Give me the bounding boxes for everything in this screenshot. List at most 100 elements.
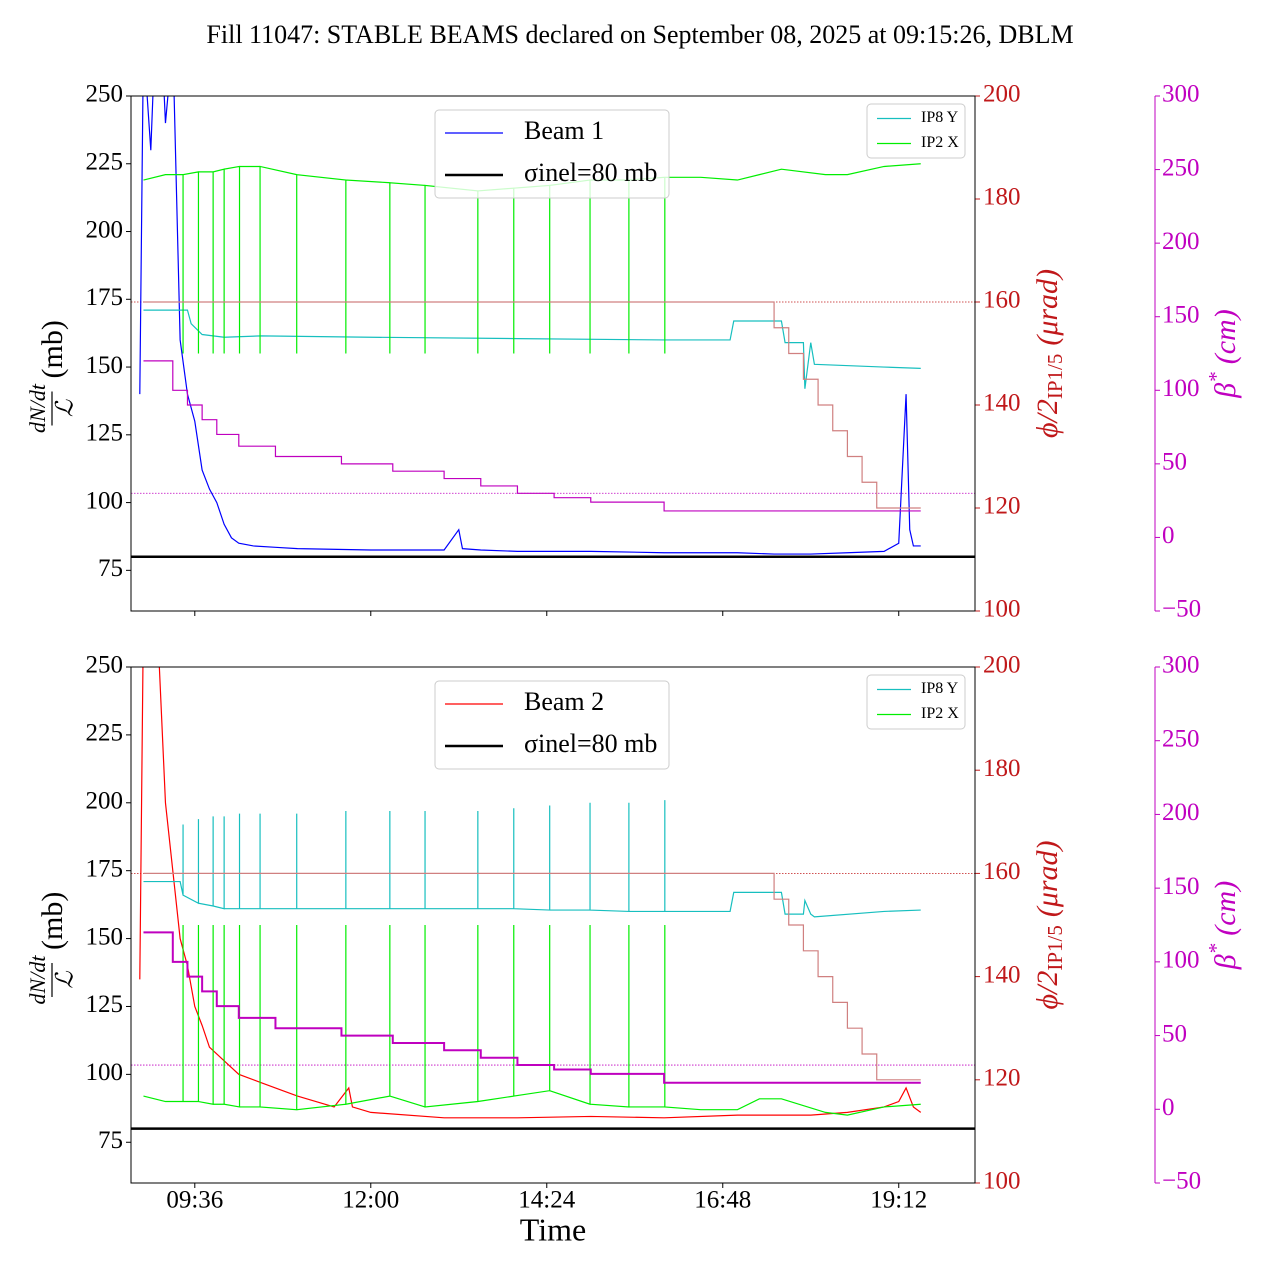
legend-label: Beam 2 xyxy=(524,687,604,716)
series-line xyxy=(143,925,921,1116)
chart-title: Fill 11047: STABLE BEAMS declared on Sep… xyxy=(206,20,1073,49)
y2-tick-label: 100 xyxy=(983,1168,1021,1195)
x-tick-label: 12:00 xyxy=(342,1187,399,1214)
legend-label: IP8 Y xyxy=(921,680,959,697)
y3-tick-label: 0 xyxy=(1162,522,1175,549)
y3-label-unit: (cm) xyxy=(1209,309,1242,364)
x-tick-label: 14:24 xyxy=(518,1187,575,1214)
legend-label: IP8 Y xyxy=(921,109,959,126)
plot-area xyxy=(131,96,975,559)
y2-tick-label: 200 xyxy=(983,652,1021,679)
y2-label-symbol: ϕ/2 xyxy=(1031,399,1064,438)
y2-axis-label: ϕ/2IP1/5 (μrad) xyxy=(1031,269,1067,438)
series-line xyxy=(143,309,921,389)
y3-tick-label: 250 xyxy=(1162,154,1200,181)
y2-label-symbol: ϕ/2 xyxy=(1031,971,1064,1010)
y3-tick-label: −50 xyxy=(1162,1168,1201,1195)
plot-frame xyxy=(130,95,976,612)
y3-tick-label: 300 xyxy=(1162,81,1200,108)
y3-tick-label: 100 xyxy=(1162,947,1200,974)
y2-label: ϕ/2IP1/5 (μrad) xyxy=(1031,269,1067,438)
legend-label: σinel=80 mb xyxy=(524,729,657,758)
y2-label-unit: (μrad) xyxy=(1031,269,1064,346)
y-tick-label: 125 xyxy=(86,991,124,1018)
y2-tick-label: 180 xyxy=(983,184,1021,211)
y-axis-label: dN/dt ℒ (mb) xyxy=(25,892,78,1005)
y-tick-label: 150 xyxy=(86,923,124,950)
y3-tick-label: 300 xyxy=(1162,652,1200,679)
y-tick-label: 150 xyxy=(86,352,124,379)
y3-label-symbol: β xyxy=(1209,383,1242,399)
y-tick-label: 125 xyxy=(86,420,124,447)
x-tick-label: 16:48 xyxy=(694,1187,751,1214)
y-axis-label: dN/dt ℒ (mb) xyxy=(25,320,78,433)
y-label-denominator: ℒ xyxy=(53,399,79,417)
legend-label: σinel=80 mb xyxy=(524,158,657,187)
y3-tick-label: 0 xyxy=(1162,1094,1175,1121)
y-tick-label: 100 xyxy=(86,487,124,514)
y2-tick-label: 160 xyxy=(983,858,1021,885)
x-tick-label: 09:36 xyxy=(166,1187,223,1214)
legend-label: IP2 X xyxy=(921,134,959,151)
y3-tick-label: −50 xyxy=(1162,596,1201,623)
legend-label: Beam 1 xyxy=(524,116,604,145)
y2-tick-label: 200 xyxy=(983,81,1021,108)
y2-tick-label: 160 xyxy=(983,287,1021,314)
y-label-unit: (mb) xyxy=(36,320,69,378)
y-tick-label: 225 xyxy=(86,720,124,747)
y2-label-unit: (μrad) xyxy=(1031,840,1064,917)
y2-axis-label: ϕ/2IP1/5 (μrad) xyxy=(1031,840,1067,1009)
plot-frame xyxy=(130,666,976,1184)
plot-area xyxy=(131,667,975,1130)
series-line xyxy=(143,360,921,512)
y-tick-label: 225 xyxy=(86,148,124,175)
series-line xyxy=(143,931,921,1084)
y3-tick-label: 50 xyxy=(1162,1020,1187,1047)
series-line xyxy=(143,872,921,1081)
series-line xyxy=(139,667,922,1119)
legend-label: IP2 X xyxy=(921,705,959,722)
y-tick-label: 175 xyxy=(86,284,124,311)
y2-tick-label: 120 xyxy=(983,1065,1021,1092)
y3-tick-label: 200 xyxy=(1162,799,1200,826)
y-tick-label: 75 xyxy=(98,555,123,582)
series-line xyxy=(143,163,921,354)
y2-tick-label: 140 xyxy=(983,961,1021,988)
y-tick-label: 200 xyxy=(86,788,124,815)
series-line xyxy=(143,301,921,509)
y3-label-symbol: β xyxy=(1209,954,1242,970)
y3-label-unit: (cm) xyxy=(1209,881,1242,936)
y3-tick-label: 200 xyxy=(1162,228,1200,255)
y2-label-subscript: IP1/5 xyxy=(1043,354,1067,400)
y3-tick-label: 100 xyxy=(1162,375,1200,402)
y2-tick-label: 180 xyxy=(983,755,1021,782)
y2-tick-label: 140 xyxy=(983,390,1021,417)
x-axis-label: Time xyxy=(520,1211,586,1247)
y3-axis-label: β* (cm) xyxy=(1204,881,1242,970)
y3-tick-label: 50 xyxy=(1162,449,1187,476)
y2-tick-label: 120 xyxy=(983,493,1021,520)
y-tick-label: 250 xyxy=(86,652,124,679)
y2-label-subscript: IP1/5 xyxy=(1043,925,1067,971)
y2-label: ϕ/2IP1/5 (μrad) xyxy=(1031,840,1067,1009)
y-tick-label: 100 xyxy=(86,1059,124,1086)
y-tick-label: 75 xyxy=(98,1127,123,1154)
series-line xyxy=(139,96,921,555)
x-tick-label: 19:12 xyxy=(870,1187,927,1214)
y-label-denominator: ℒ xyxy=(53,971,79,989)
y2-tick-label: 100 xyxy=(983,596,1021,623)
y-tick-label: 200 xyxy=(86,216,124,243)
y-tick-label: 175 xyxy=(86,855,124,882)
y-label-numerator: dN/dt xyxy=(25,955,50,1005)
y-tick-label: 250 xyxy=(86,81,124,108)
y3-label-superscript: * xyxy=(1204,372,1228,383)
y3-label-superscript: * xyxy=(1204,943,1228,954)
legend-box xyxy=(866,103,966,159)
y3-label: β* (cm) xyxy=(1204,309,1242,398)
y-label-numerator: dN/dt xyxy=(25,383,50,433)
y3-tick-label: 150 xyxy=(1162,873,1200,900)
y3-tick-label: 150 xyxy=(1162,301,1200,328)
legend-box xyxy=(866,674,966,730)
y3-axis-label: β* (cm) xyxy=(1204,309,1242,398)
